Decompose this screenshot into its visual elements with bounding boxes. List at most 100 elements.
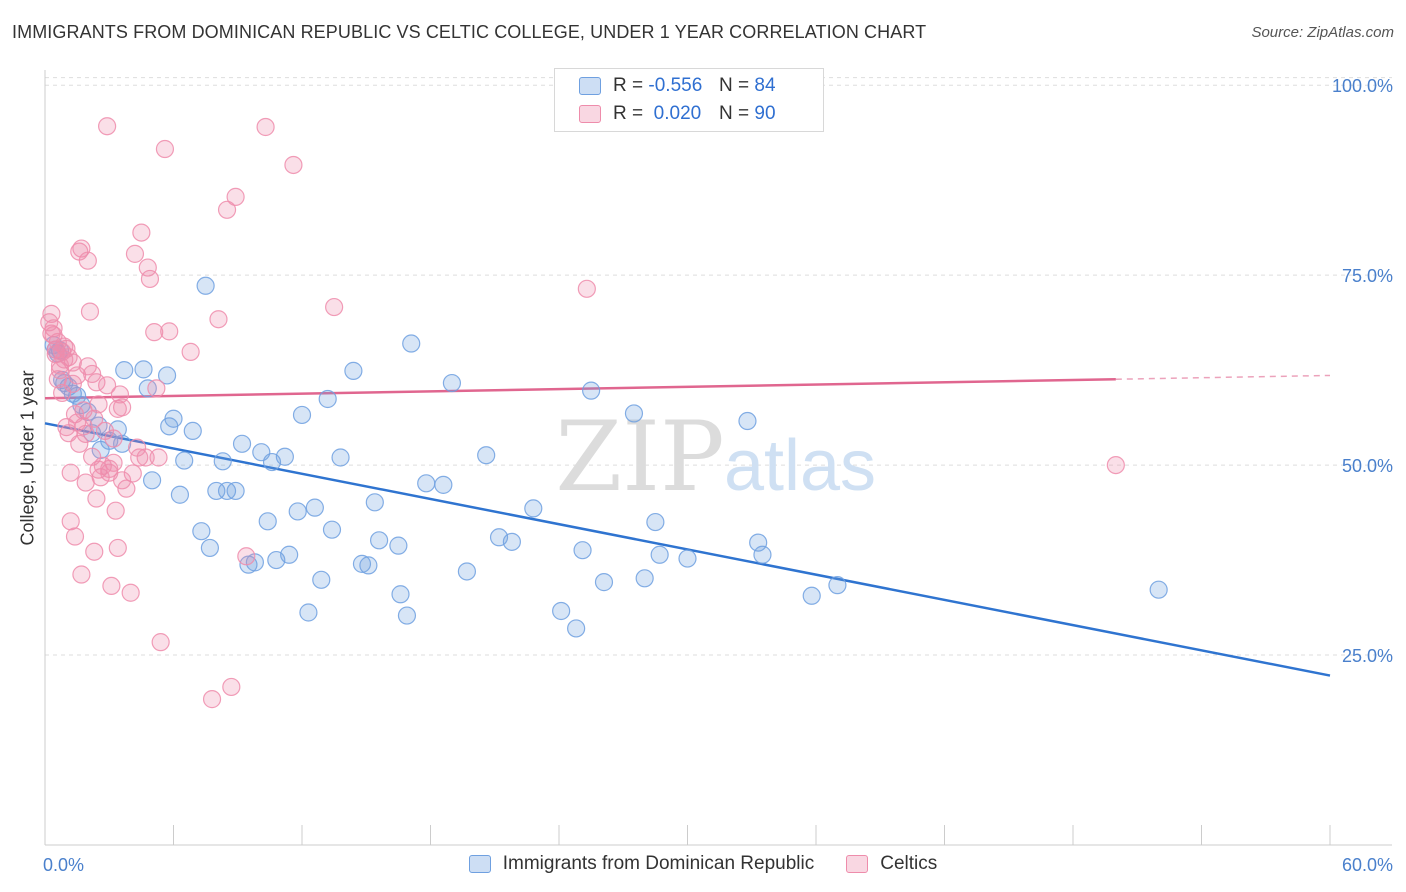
point-dominican [624,404,644,423]
point-dominican [322,520,342,539]
point-celtics [102,576,121,596]
point-celtics [145,323,164,342]
point-celtics [98,376,117,395]
point-dominican [175,451,194,470]
point-celtics [85,542,104,561]
legend-swatch-celtics [579,105,601,123]
point-dominican [292,405,312,425]
point-dominican [442,373,462,393]
legend-swatch-dominican [579,77,601,95]
point-dominican [112,434,132,453]
point-celtics [123,464,142,483]
point-celtics [112,398,132,417]
point-dominican [115,361,134,380]
point-celtics [104,453,123,472]
chart-title: IMMIGRANTS FROM DOMINICAN REPUBLIC VS CE… [12,22,927,42]
correlation-legend: R = -0.556 N = 84 R = 0.020 N = 90 [554,68,824,132]
point-dominican [352,554,372,573]
point-dominican [318,389,337,409]
point-dominican [331,448,350,467]
point-dominican [288,502,307,521]
legend-r-celtics: R = 0.020 [613,103,702,124]
point-celtics [237,547,256,566]
point-celtics [217,200,237,219]
point-celtics [50,356,70,375]
legend-n-dominican: N = 84 [719,75,776,96]
point-celtics [151,633,170,652]
point-celtics [108,538,127,558]
point-dominican [275,447,294,466]
y-tick-label: 100.0% [1332,76,1393,96]
point-dominican [573,541,592,560]
point-dominican [567,619,586,638]
point-dominican [802,586,821,605]
series-label-celtics: Celtics [880,853,938,874]
point-dominican [417,474,436,493]
series-legend: Immigrants from Dominican Republic Celti… [0,850,1406,878]
point-dominican [142,471,162,490]
point-dominican [305,498,324,517]
series-swatch-dominican [468,855,491,873]
point-celtics [181,342,200,361]
point-dominican [258,512,277,531]
point-celtics [80,302,100,321]
point-dominican [200,538,220,558]
point-celtics [76,473,95,492]
trend-line-dominican [44,422,1331,677]
point-celtics [160,322,179,341]
point-dominican [391,585,410,604]
y-tick-label: 25.0% [1342,646,1393,666]
point-celtics [132,223,151,242]
legend-row-celtics: R = 0.020 N = 90 [555,100,776,128]
point-celtics [78,357,97,376]
series-label-dominican: Immigrants from Dominican Republic [502,853,815,874]
watermark: ZIP atlas [555,401,876,513]
x-tick-label: 0.0% [43,855,84,875]
point-dominican [594,573,614,592]
point-dominican [226,481,245,501]
point-celtics [104,429,123,448]
point-celtics [202,690,222,709]
axes [44,70,1392,846]
point-dominican [344,361,363,380]
point-dominican [389,536,408,555]
tick-labels: 25.0% 50.0% 75.0% 100.0% 0.0% 60.0% [43,76,1393,875]
watermark-atlas: atlas [724,426,876,506]
point-dominican [650,545,669,564]
point-celtics [222,677,241,697]
point-celtics [53,383,72,403]
point-celtics [44,319,63,338]
point-dominican [828,576,847,595]
point-dominican [370,531,389,550]
series-legend-celtics: Celtics [846,853,937,875]
point-celtics [61,512,80,531]
point-celtics [577,279,596,298]
point-celtics [76,424,95,444]
y-axis-label: College, Under 1 year [17,370,38,546]
x-tick-label: 60.0% [1342,855,1393,875]
point-celtics [125,244,145,263]
point-dominican [524,499,543,518]
point-dominican [477,446,496,465]
point-dominican [134,360,153,379]
point-celtics [209,310,228,329]
point-dominican [207,481,226,501]
point-dominican [1149,580,1168,599]
point-celtics [65,527,85,546]
data-points [40,117,1168,709]
legend-n-celtics: N = 90 [719,103,776,124]
point-celtics [55,337,74,356]
trend-line-celtics [44,377,1116,400]
point-dominican [312,570,331,589]
point-celtics [256,117,275,137]
point-celtics [127,438,147,457]
point-celtics [42,304,61,323]
point-dominican [434,475,453,494]
point-dominican [164,409,183,428]
point-dominican [192,522,211,541]
series-swatch-celtics [846,855,869,873]
point-celtics [70,434,89,453]
point-celtics [98,117,117,136]
point-celtics [155,139,175,159]
